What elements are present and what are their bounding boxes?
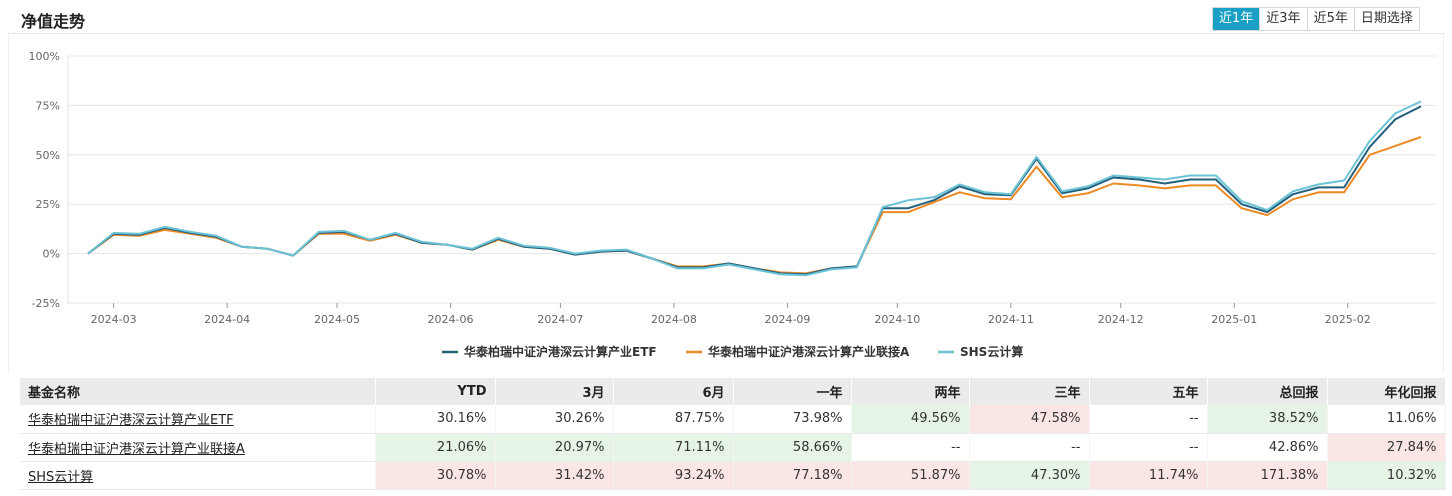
return-cell: 171.38% <box>1207 461 1328 490</box>
return-cell: -- <box>1089 433 1208 462</box>
x-tick-label: 2024-07 <box>537 313 583 326</box>
y-tick-label: 50% <box>36 149 60 162</box>
x-tick-label: 2024-08 <box>651 313 697 326</box>
return-cell: 58.66% <box>733 433 852 462</box>
legend-label[interactable]: 华泰柏瑞中证沪港深云计算产业联接A <box>708 344 910 359</box>
fund-name-cell: SHS云计算 <box>20 461 376 490</box>
x-tick-label: 2024-06 <box>428 313 474 326</box>
return-cell: -- <box>851 433 970 462</box>
x-tick-label: 2024-04 <box>204 313 250 326</box>
table-header-row: 基金名称 YTD 3月 6月 一年 两年 三年 五年 总回报 年化回报 <box>20 378 1446 405</box>
card-border <box>1443 33 1444 373</box>
col-header-3y: 三年 <box>969 378 1090 405</box>
y-tick-label: 25% <box>36 198 60 211</box>
legend-label[interactable]: SHS云计算 <box>960 344 1023 359</box>
card-border <box>8 33 9 373</box>
col-header-5y: 五年 <box>1089 378 1208 405</box>
return-cell: 93.24% <box>613 461 734 490</box>
series-line-2 <box>87 100 1422 277</box>
return-cell: 49.56% <box>851 405 970 434</box>
fund-name-cell: 华泰柏瑞中证沪港深云计算产业联接A <box>20 433 376 462</box>
x-tick-label: 2024-03 <box>91 313 137 326</box>
x-tick-label: 2025-02 <box>1325 313 1371 326</box>
panel-title: 净值走势 <box>21 12 86 31</box>
y-tick-label: 75% <box>36 99 60 112</box>
return-cell: 38.52% <box>1207 405 1328 434</box>
tab-3y[interactable]: 近3年 <box>1260 8 1308 30</box>
return-cell: 47.30% <box>969 461 1090 490</box>
return-cell: 21.06% <box>375 433 496 462</box>
x-tick-label: 2024-09 <box>764 313 810 326</box>
series-line-1 <box>87 136 1422 275</box>
y-tick-label: 0% <box>43 248 60 261</box>
col-header-2y: 两年 <box>851 378 970 405</box>
y-tick-label: 100% <box>29 50 60 63</box>
return-cell: 71.11% <box>613 433 734 462</box>
tab-5y[interactable]: 近5年 <box>1307 8 1355 30</box>
return-cell: 87.75% <box>613 405 734 434</box>
return-cell: -- <box>969 433 1090 462</box>
col-header-annualized-return: 年化回报 <box>1327 378 1446 405</box>
tab-date-select[interactable]: 日期选择 <box>1354 8 1419 30</box>
col-header-1y: 一年 <box>733 378 852 405</box>
performance-table: 基金名称 YTD 3月 6月 一年 两年 三年 五年 总回报 年化回报 华泰柏瑞… <box>20 378 1446 490</box>
return-cell: 47.58% <box>969 405 1090 434</box>
nav-line-chart: 100% 75% 50% 25% 0% -25% 2024-03 2024-04 2024-05… <box>29 50 1436 359</box>
table-row: 华泰柏瑞中证沪港深云计算产业联接A 21.06% 20.97% 71.11% 58.66… <box>20 433 1446 462</box>
return-cell: 30.16% <box>375 405 496 434</box>
fund-name-link[interactable]: 华泰柏瑞中证沪港深云计算产业ETF <box>28 413 234 429</box>
x-tick-label: 2024-10 <box>874 313 920 326</box>
fund-name-link[interactable]: 华泰柏瑞中证沪港深云计算产业联接A <box>28 441 245 457</box>
fund-name-cell: 华泰柏瑞中证沪港深云计算产业ETF <box>20 405 376 434</box>
col-header-total-return: 总回报 <box>1207 378 1328 405</box>
return-cell: 77.18% <box>733 461 852 490</box>
tab-1y[interactable]: 近1年 <box>1213 8 1261 30</box>
table-row: SHS云计算 30.78% 31.42% 93.24% 77.18% 51.87% 47.3… <box>20 461 1446 490</box>
title-divider <box>8 33 1444 34</box>
x-tick-label: 2024-11 <box>988 313 1034 326</box>
col-header-fund-name: 基金名称 <box>20 378 376 405</box>
table-row: 华泰柏瑞中证沪港深云计算产业ETF 30.16% 30.26% 87.75% 73.98… <box>20 405 1446 434</box>
return-cell: 30.78% <box>375 461 496 490</box>
x-tick-label: 2025-01 <box>1211 313 1257 326</box>
legend-label[interactable]: 华泰柏瑞中证沪港深云计算产业ETF <box>464 344 657 359</box>
return-cell: 20.97% <box>495 433 614 462</box>
return-cell: 42.86% <box>1207 433 1328 462</box>
col-header-6m: 6月 <box>613 378 734 405</box>
return-cell: 73.98% <box>733 405 852 434</box>
col-header-ytd: YTD <box>375 378 496 405</box>
return-cell: 31.42% <box>495 461 614 490</box>
return-cell: -- <box>1089 405 1208 434</box>
x-tick-label: 2024-05 <box>314 313 360 326</box>
return-cell: 11.06% <box>1327 405 1446 434</box>
return-cell: 30.26% <box>495 405 614 434</box>
return-cell: 51.87% <box>851 461 970 490</box>
return-cell: 10.32% <box>1327 461 1446 490</box>
y-tick-label: -25% <box>32 297 60 310</box>
col-header-3m: 3月 <box>495 378 614 405</box>
fund-name-link[interactable]: SHS云计算 <box>28 469 94 485</box>
range-tabs: 近1年 近3年 近5年 日期选择 <box>1212 7 1420 31</box>
return-cell: 11.74% <box>1089 461 1208 490</box>
return-cell: 27.84% <box>1327 433 1446 462</box>
x-tick-label: 2024-12 <box>1098 313 1144 326</box>
